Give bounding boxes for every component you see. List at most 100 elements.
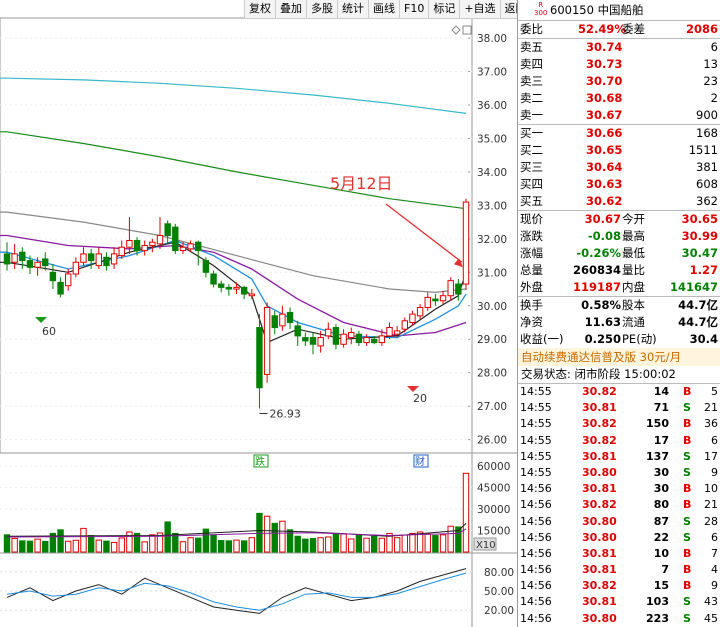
candle xyxy=(49,271,57,282)
toolbar-button-2[interactable]: 多股 xyxy=(306,0,337,18)
diff-label: 委差 xyxy=(622,22,645,36)
toolbar-button-4[interactable]: 画线 xyxy=(368,0,399,18)
bid-volume: 362 xyxy=(696,194,718,208)
candle xyxy=(87,253,95,262)
stat-label: 换手 xyxy=(520,298,543,312)
toolbar-button-5[interactable]: F10 xyxy=(399,0,428,18)
candle xyxy=(133,240,141,252)
volume-bar xyxy=(80,527,87,553)
tick-direction: B xyxy=(683,433,692,447)
candle xyxy=(393,330,401,335)
ask-levels: 卖五 30.74 6 卖四 30.73 13 卖三 30.70 23 卖二 30.68 2 卖一 30.6… xyxy=(518,39,720,125)
toolbar-button-7[interactable]: +自选 xyxy=(459,0,499,18)
tick-direction: S xyxy=(683,449,691,463)
r-badge: R 300 xyxy=(534,1,547,17)
annotation-arrow-line xyxy=(385,203,463,263)
stat-label: 涨跌 xyxy=(520,229,543,243)
candle xyxy=(57,281,64,295)
volume-bar xyxy=(240,540,248,553)
bid-row: 买二 30.65 1511 xyxy=(518,142,720,159)
candle xyxy=(156,235,164,245)
price-stats: 现价 30.67 今开 30.65 涨跌 -0.08 最高 30.99 涨幅 -0.26% 最低 30… xyxy=(518,211,720,297)
tick-direction: B xyxy=(683,563,692,577)
volume-bar xyxy=(126,531,133,553)
stat-row: 涨跌 -0.08 最高 30.99 xyxy=(518,228,720,245)
candle xyxy=(386,327,393,337)
volume-bar xyxy=(355,534,363,553)
stat-value: 44.7亿 xyxy=(678,298,718,312)
price-axis-label: 26.00 xyxy=(477,435,507,447)
price-axis-label: 30.00 xyxy=(477,301,507,313)
tick-count: 6 xyxy=(711,433,718,447)
tick-direction: B xyxy=(683,385,692,398)
stat-label: 总量 xyxy=(520,263,543,277)
bid-levels: 买一 30.66 168 买二 30.65 1511 买三 30.64 381 买四 30.63 60… xyxy=(518,125,720,211)
bid-row: 买四 30.63 608 xyxy=(518,176,720,193)
tick-direction: S xyxy=(683,465,691,479)
tick-time: 14:55 xyxy=(520,401,552,415)
tick-volume: 30 xyxy=(653,482,669,496)
r-badge-top: R xyxy=(538,1,544,9)
tick-time: 14:56 xyxy=(520,579,552,593)
volume-bar xyxy=(19,540,26,553)
volume-bar xyxy=(271,522,278,553)
ratio-value: 52.49% xyxy=(578,22,626,36)
toolbar-button-1[interactable]: 叠加 xyxy=(275,0,306,18)
candle xyxy=(256,327,263,389)
tick-row: 14:56 30.82 80 B 21 xyxy=(518,497,720,513)
share-stats: 换手 0.58% 股本 44.7亿 净资 11.63 流通 44.7亿 收益(一) 0.250 PE… xyxy=(518,297,720,348)
volume-bar xyxy=(371,535,378,553)
toolbar-button-0[interactable]: 复权 xyxy=(244,0,275,18)
tick-count: 9 xyxy=(711,465,718,479)
toolbar-button-6[interactable]: 标记 xyxy=(428,0,459,18)
candle xyxy=(409,313,416,323)
tick-direction: S xyxy=(683,530,691,544)
promo-banner[interactable]: 自动续费通达信普及版 30元/月 xyxy=(518,348,720,366)
tick-price: 30.82 xyxy=(582,498,617,512)
ma20-line xyxy=(0,234,467,337)
kline-chart[interactable]: 38.00 37.00 36.00 35.00 34.00 33.00 32.00 31.00… xyxy=(0,0,517,627)
volume-bar xyxy=(110,541,118,553)
stat-value: 30.4 xyxy=(689,332,718,346)
ask-price: 30.67 xyxy=(586,108,623,122)
kline-chart-area[interactable]: 38.00 37.00 36.00 35.00 34.00 33.00 32.00 31.00… xyxy=(0,0,517,627)
tick-price: 30.82 xyxy=(582,433,617,447)
bid-label: 买二 xyxy=(520,143,543,157)
indicator-k-line xyxy=(6,568,467,614)
stat-value: -0.08 xyxy=(587,229,621,243)
stat-row: 现价 30.67 今开 30.65 xyxy=(518,211,720,228)
volume-bar xyxy=(195,537,202,553)
candle xyxy=(416,306,424,317)
ask-row: 卖四 30.73 13 xyxy=(518,56,720,73)
volume-bar xyxy=(439,534,447,553)
tick-price: 30.82 xyxy=(582,385,617,398)
tick-volume: 22 xyxy=(653,530,669,544)
candle xyxy=(195,241,202,252)
toolbar-button-8[interactable]: 返回 xyxy=(499,0,517,18)
tick-time: 14:55 xyxy=(520,465,552,479)
volume-bar xyxy=(149,534,156,553)
stock-title: 600150 中国船舶 xyxy=(550,0,644,20)
price-axis-label: 29.00 xyxy=(477,334,507,346)
stat-value: 30.65 xyxy=(681,212,718,226)
tick-list[interactable]: 14:55 30.82 14 B 5 14:55 30.81 71 S 21 14:55 30.82 1… xyxy=(518,384,720,627)
tick-price: 30.82 xyxy=(582,417,617,431)
stat-value: 30.99 xyxy=(681,229,718,243)
event-badge xyxy=(413,454,429,468)
volume-bar xyxy=(279,520,286,553)
tick-time: 14:56 xyxy=(520,530,552,544)
toolbar-button-3[interactable]: 统计 xyxy=(337,0,368,18)
candle xyxy=(371,338,378,344)
indicator-axis-label: 20.00 xyxy=(484,605,514,617)
stat-value: 260834 xyxy=(572,263,621,277)
volume-bar xyxy=(263,515,271,553)
candle xyxy=(348,332,355,339)
volume-unit-box xyxy=(473,537,497,551)
stat-value: 44.7亿 xyxy=(678,315,718,329)
candle xyxy=(325,328,332,337)
volume-bar xyxy=(462,472,470,553)
candle xyxy=(401,320,409,330)
candle xyxy=(149,241,156,247)
stat-value: 141647 xyxy=(669,280,718,294)
volume-axis-label: 60000 xyxy=(477,461,510,473)
